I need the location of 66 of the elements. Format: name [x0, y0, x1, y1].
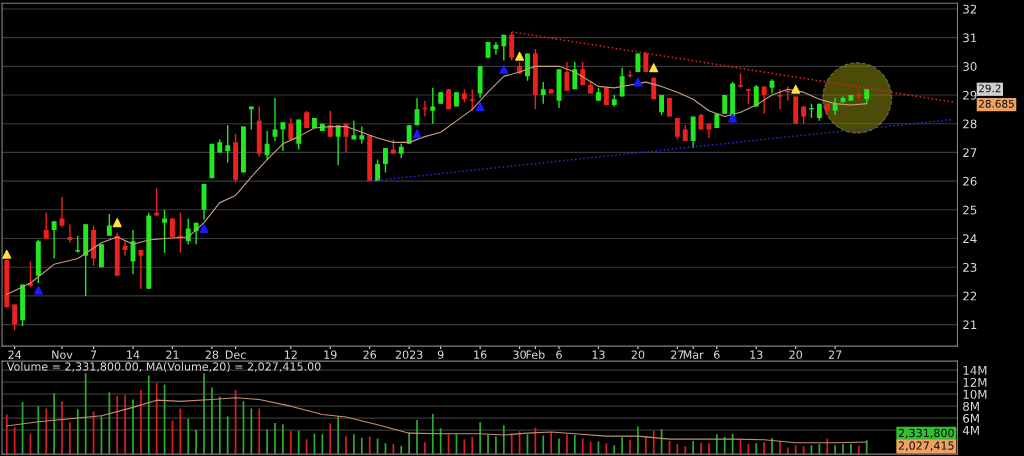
point	[633, 77, 643, 87]
candlestick	[469, 88, 475, 112]
annotation: 2,027,415	[898, 441, 954, 451]
candlestick	[651, 77, 657, 101]
text: 29.2	[979, 84, 1001, 93]
y-tick-label: 25	[963, 205, 977, 215]
y-tick-label: 6M	[963, 413, 979, 423]
line-series	[6, 397, 868, 444]
y-tick-label: 8M	[963, 401, 979, 411]
point	[791, 84, 801, 94]
y-tick-label: 12M	[963, 377, 987, 387]
x-tick-label: 13	[592, 350, 605, 359]
x-tick-label: 28	[205, 350, 219, 359]
x-tick-label: 27	[828, 350, 842, 359]
y-tick-label: 30	[963, 62, 977, 71]
x-tick-label: 6	[714, 350, 720, 359]
point	[649, 63, 659, 73]
x-tick-label: 14	[127, 350, 140, 359]
point	[475, 101, 485, 111]
x-tick-label: 24	[8, 350, 22, 359]
text: 28.685	[979, 99, 1014, 108]
x-tick-label: 21	[166, 350, 179, 359]
y-tick-label: 29	[963, 90, 977, 100]
x-tick-label: 20	[631, 350, 645, 359]
x-tick-label: 20	[789, 350, 803, 359]
y-tick-label: 22	[963, 291, 977, 301]
point	[412, 129, 422, 139]
y-tick-label: 27	[963, 148, 977, 157]
point	[2, 249, 12, 259]
x-tick-label: 26	[363, 350, 377, 359]
x-tick-label: 9	[437, 350, 444, 359]
point	[515, 51, 525, 61]
line-series	[6, 65, 868, 296]
y-tick-label: 14M	[963, 366, 987, 375]
y-tick-label: 4M	[962, 426, 979, 435]
candlestick	[209, 143, 215, 179]
x-tick-label: 19	[324, 350, 337, 359]
y-tick-label: 32	[963, 4, 977, 14]
y-tick-label: 28	[963, 119, 977, 129]
point	[499, 64, 509, 74]
x-tick-label: Mar	[683, 350, 704, 359]
x-tick-label: 12	[284, 350, 297, 359]
y-tick-label: 21	[963, 320, 977, 330]
y-tick-label: 23	[963, 262, 977, 272]
point	[728, 113, 738, 123]
x-tick-label: 13	[750, 350, 763, 359]
candlestick	[162, 209, 168, 254]
x-tick-label: 7	[90, 350, 97, 359]
annotation: 2,331,800	[898, 428, 954, 439]
x-tick-label: Feb	[526, 350, 545, 359]
x-tick-label: Dec	[225, 350, 246, 359]
x-tick-label: Nov	[52, 350, 73, 359]
point	[199, 223, 209, 233]
point	[112, 218, 122, 228]
x-tick-label: 6	[556, 350, 562, 359]
y-tick-label: 26	[963, 176, 977, 186]
y-tick-label: 24	[963, 234, 977, 243]
x-tick-label: 27	[671, 350, 684, 359]
x-tick-label: 16	[474, 350, 487, 359]
x-tick-label: 30	[513, 350, 526, 359]
candlestick	[430, 87, 436, 125]
x-tick-label: 2023	[395, 350, 423, 359]
y-tick-label: 10M	[963, 389, 987, 399]
point	[33, 285, 43, 295]
y-tick-label: 31	[963, 33, 977, 43]
chart-title: Volume = 2,331,800.00, MA(Volume,20) = 2,027,415.00	[6, 362, 321, 372]
